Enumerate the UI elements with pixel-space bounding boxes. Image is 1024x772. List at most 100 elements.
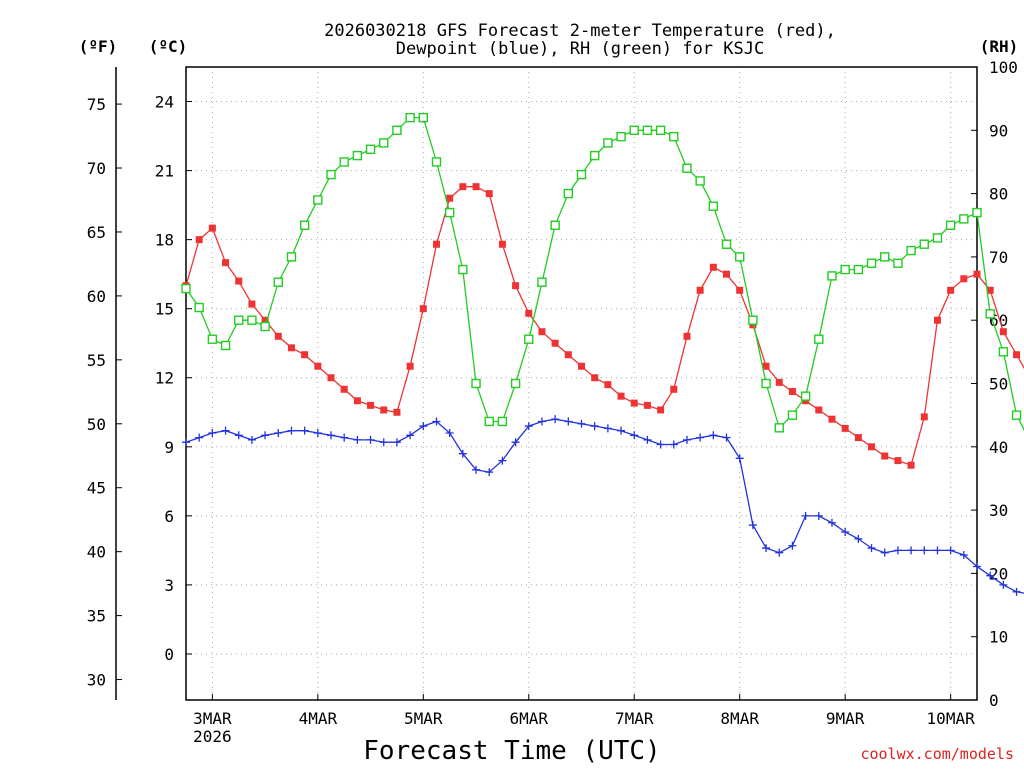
relative-humidity-point-46: [787, 410, 798, 420]
temperature-point-21: [459, 183, 467, 191]
relative-humidity-point-56: [919, 239, 929, 249]
temperature-point-2: [208, 224, 216, 232]
dewpoint-point-29: [564, 417, 573, 426]
fahrenheit-tick-label-7: 65: [87, 223, 106, 242]
relative-humidity-point-51: [853, 264, 864, 275]
dewpoint-point-8: [287, 426, 296, 435]
relative-humidity-point-25: [510, 378, 521, 389]
dewpoint-point-56: [920, 546, 929, 555]
relative-humidity-point-2: [207, 334, 218, 344]
temperature-point-27: [538, 328, 546, 336]
data-series: [181, 112, 1024, 596]
relative-humidity-point-59: [959, 214, 969, 224]
relative-humidity-point-21: [458, 264, 468, 275]
dewpoint-point-5: [247, 435, 256, 444]
dewpoint-point-61: [986, 571, 995, 580]
temperature-point-56: [920, 413, 928, 421]
relative-humidity-point-29: [563, 188, 574, 199]
dewpoint-point-34: [630, 431, 639, 440]
relative-humidity-point-43: [748, 315, 758, 325]
temperature-point-22: [472, 183, 480, 191]
relative-humidity-point-48: [814, 334, 824, 344]
dewpoint-point-35: [643, 435, 652, 444]
dewpoint-point-24: [498, 456, 507, 465]
celsius-tick-label-5: 15: [155, 300, 174, 319]
relative-humidity-point-5: [247, 315, 257, 325]
dewpoint-point-14: [366, 435, 375, 444]
dewpoint-point-4: [234, 431, 243, 440]
relative-humidity-point-4: [234, 315, 244, 325]
dewpoint-point-0: [182, 438, 190, 447]
temperature-point-53: [881, 452, 889, 460]
relative-humidity-point-62: [998, 347, 1009, 357]
temperature-point-46: [788, 388, 796, 396]
relative-humidity-point-10: [313, 195, 323, 205]
dewpoint-point-62: [999, 580, 1008, 589]
dewpoint-point-27: [537, 417, 546, 426]
temperature-point-26: [525, 309, 533, 317]
credit-label: coolwx.com/models: [860, 745, 1014, 763]
relative-humidity-point-54: [893, 258, 903, 268]
temperature-point-3: [222, 259, 230, 267]
relative-humidity-point-24: [497, 416, 508, 427]
grid-lines: [186, 67, 977, 700]
dewpoint-point-37: [669, 440, 678, 449]
fahrenheit-unit-label: (ºF): [79, 37, 118, 56]
temperature-point-23: [485, 190, 493, 198]
dewpoint-point-59: [959, 550, 968, 559]
temperature-point-52: [868, 443, 876, 451]
relative-humidity-point-49: [827, 271, 837, 281]
relative-humidity-point-42: [735, 252, 745, 262]
dewpoint-point-47: [801, 511, 810, 520]
relative-humidity-point-17: [405, 112, 415, 123]
temperature-point-12: [340, 385, 348, 393]
temperature-point-40: [709, 263, 717, 271]
dewpoint-point-30: [577, 419, 586, 428]
relative-humidity-point-16: [392, 125, 402, 136]
relative-humidity-point-33: [616, 131, 626, 142]
temperature-point-37: [670, 385, 678, 393]
temperature-point-29: [564, 351, 572, 359]
temperature-point-7: [274, 332, 282, 340]
dewpoint-point-54: [893, 546, 902, 555]
temperature-point-49: [828, 415, 836, 423]
x-tick-label-1: 4MAR: [299, 709, 338, 728]
dewpoint-point-52: [867, 544, 876, 553]
celsius-tick-label-3: 9: [164, 438, 174, 457]
dewpoint-point-23: [485, 468, 494, 477]
dewpoint-point-41: [722, 433, 731, 442]
temperature-point-51: [854, 434, 862, 442]
dewpoint-point-25: [511, 438, 520, 447]
temperature-point-20: [446, 194, 454, 202]
fahrenheit-tick-label-2: 40: [87, 543, 106, 562]
rh-tick-label-9: 90: [989, 121, 1008, 140]
temperature-point-45: [775, 378, 783, 386]
celsius-tick-label-7: 21: [155, 162, 174, 181]
rh-tick-label-3: 30: [989, 501, 1008, 520]
temperature-point-6: [261, 316, 269, 324]
fahrenheit-tick-label-1: 35: [87, 607, 106, 626]
relative-humidity-point-31: [589, 150, 600, 161]
relative-humidity-point-61: [985, 309, 995, 319]
dewpoint-point-2: [208, 428, 217, 437]
relative-humidity-point-47: [800, 391, 811, 401]
dewpoint-point-26: [524, 422, 533, 431]
temperature-point-32: [604, 381, 612, 389]
temperature-point-19: [432, 240, 440, 248]
dewpoint-point-38: [682, 435, 691, 444]
relative-humidity-point-20: [444, 207, 455, 218]
relative-humidity-point-0: [181, 283, 191, 294]
relative-humidity-point-13: [352, 150, 363, 161]
celsius-unit-label: (ºC): [149, 37, 188, 56]
dewpoint-point-55: [907, 546, 916, 555]
dewpoint-point-40: [709, 431, 718, 440]
dewpoint-point-45: [775, 548, 784, 557]
dewpoint-point-43: [748, 521, 757, 530]
dewpoint-point-21: [458, 449, 467, 458]
temperature-point-9: [301, 351, 309, 359]
temperature-point-60: [973, 270, 981, 278]
x-tick-label-3: 6MAR: [510, 709, 549, 728]
dewpoint-point-60: [973, 562, 981, 571]
dewpoint-point-19: [432, 417, 441, 426]
